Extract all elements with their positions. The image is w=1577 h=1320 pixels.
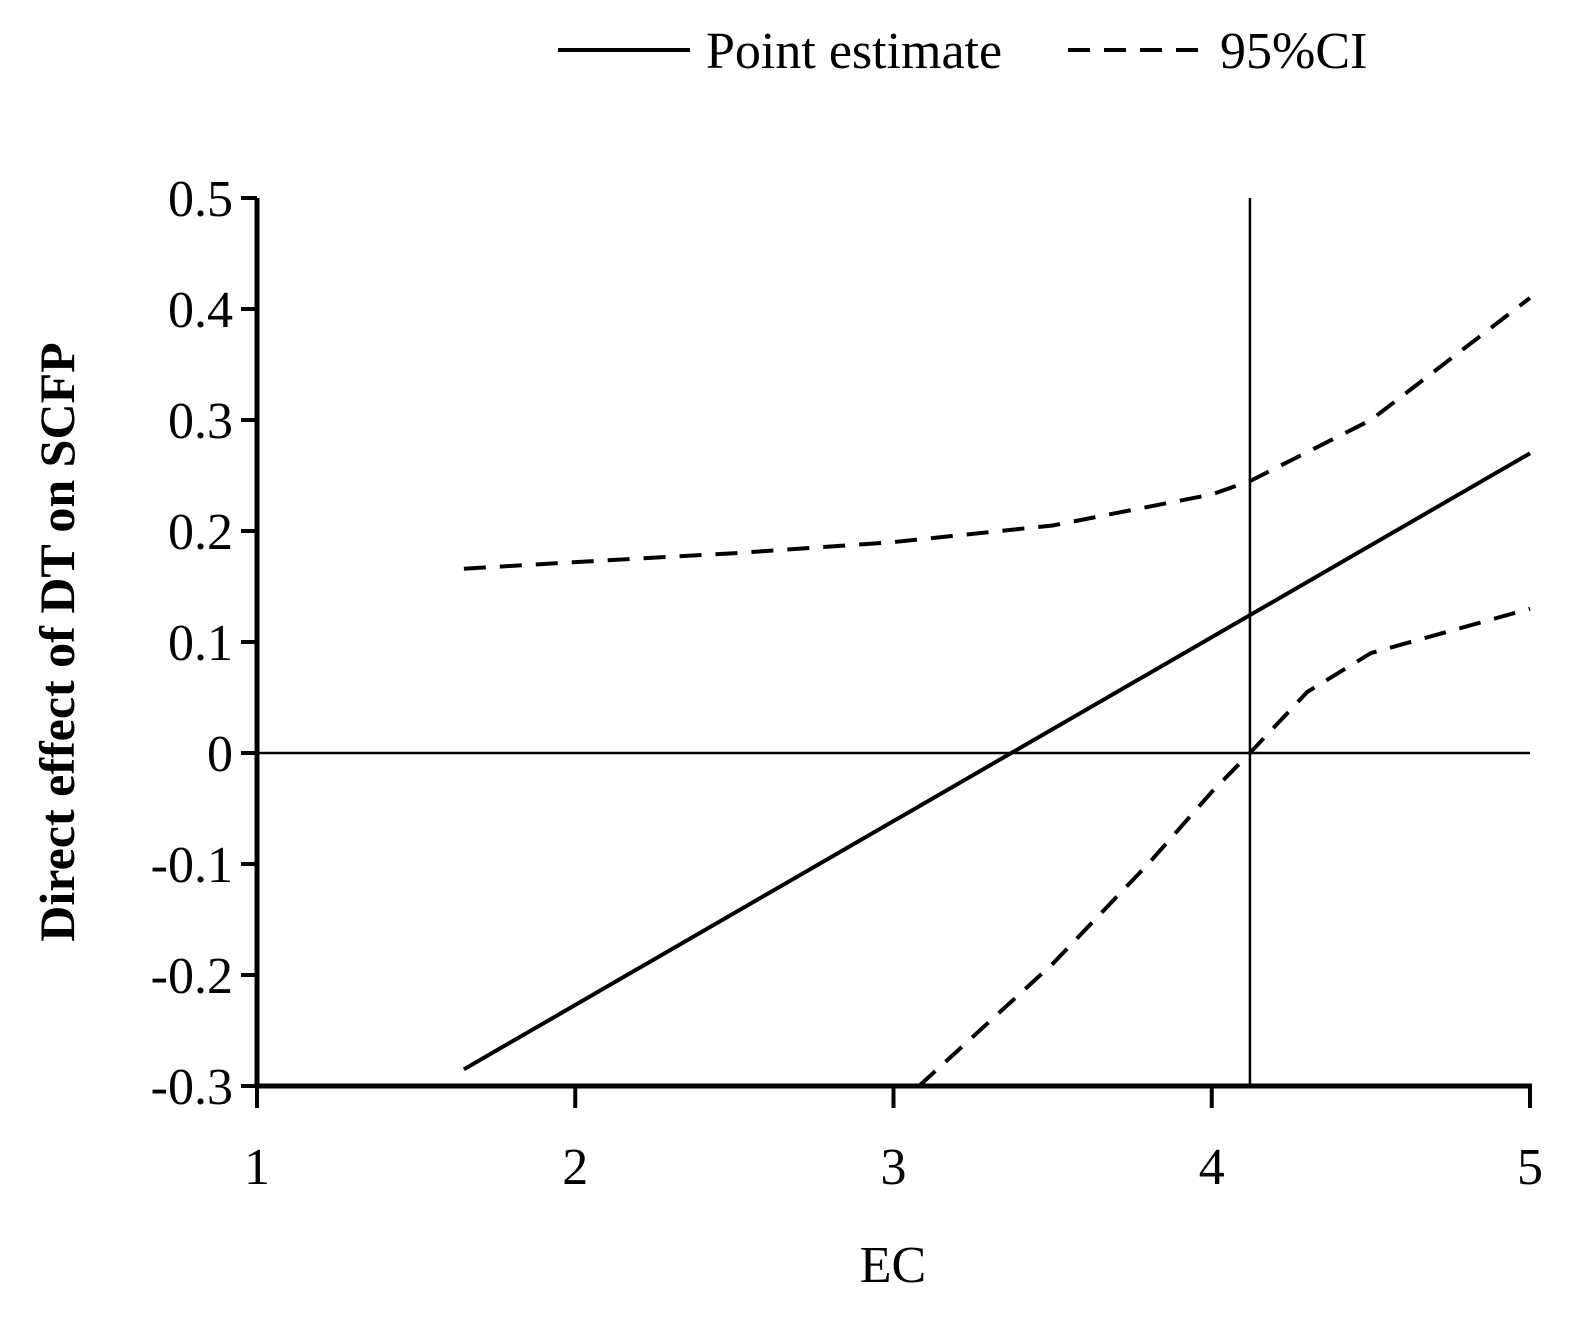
x-tick-label: 5 [1517,1139,1543,1196]
legend-label-95ci: 95%CI [1220,23,1367,80]
y-tick-label: 0.1 [168,615,233,672]
y-tick-label: 0.4 [168,282,233,339]
y-tick-label: -0.2 [151,948,233,1005]
series-lines [462,296,1532,1088]
reference-lines [257,198,1530,1086]
x-tick-label: 1 [244,1139,270,1196]
x-axis-ticks: 1 2 3 4 5 [244,1086,1543,1196]
legend-label-point-estimate: Point estimate [706,23,1002,80]
legend: Point estimate 95%CI [558,23,1367,80]
point-estimate-line [462,451,1532,1072]
y-tick-label: 0.2 [168,504,233,561]
y-tick-label: 0.3 [168,393,233,450]
y-axis-ticks: 0.5 0.4 0.3 0.2 0.1 0 -0.1 -0.2 -0.3 [151,171,257,1116]
y-tick-label: 0 [207,726,233,783]
axes [254,198,1532,1089]
x-tick-label: 3 [881,1139,907,1196]
x-axis-title: EC [860,1237,926,1294]
y-tick-label: 0.5 [168,171,233,228]
x-tick-label: 4 [1199,1139,1225,1196]
ci-upper-line [463,296,1532,571]
y-axis-title: Direct effect of DT on SCFP [29,342,85,941]
x-tick-label: 2 [562,1139,588,1196]
ci-lower-line [917,606,1531,1088]
y-tick-label: -0.1 [151,837,233,894]
y-tick-label: -0.3 [151,1059,233,1116]
